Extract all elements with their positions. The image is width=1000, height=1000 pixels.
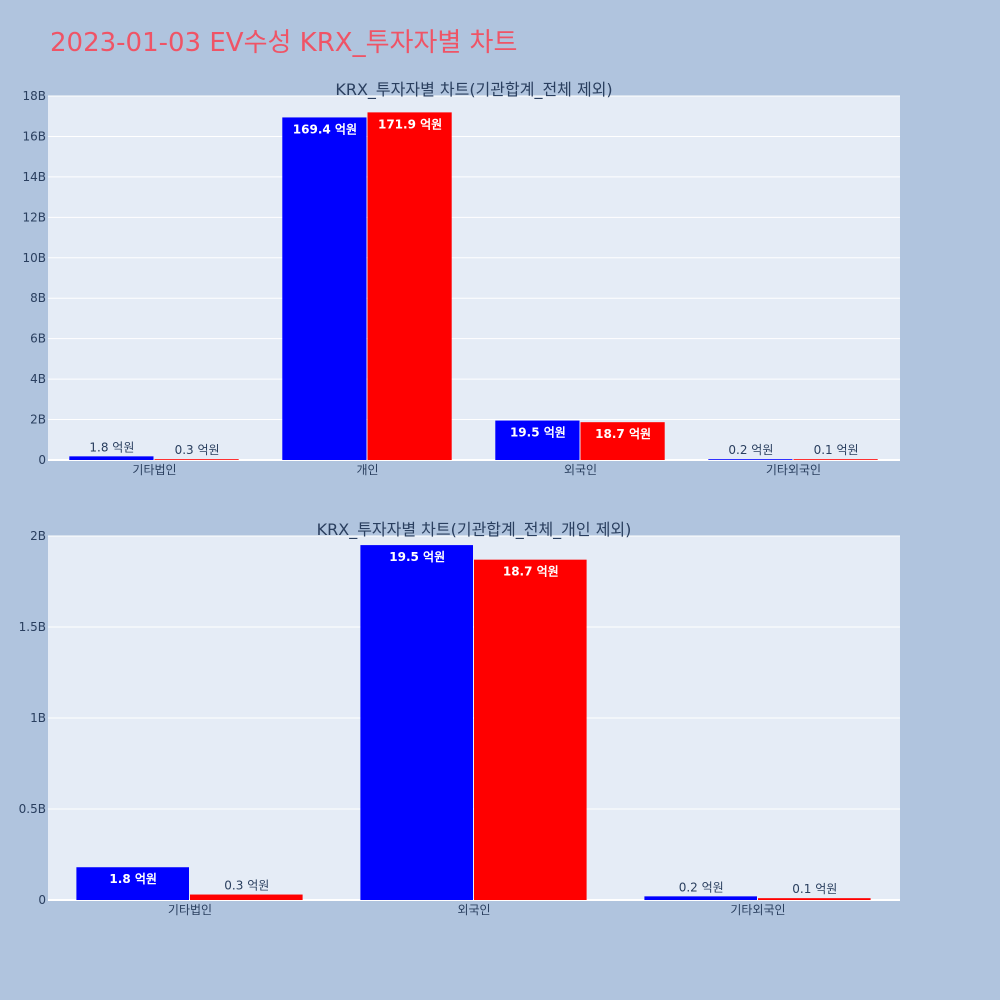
y-tick-label: 18B [22,89,46,103]
data-label: 171.9 억원 [378,117,442,131]
y-tick-label: 16B [22,129,46,143]
y-tick-label: 0 [38,893,46,907]
data-label: 1.8 억원 [109,872,157,886]
data-label: 0.3 억원 [224,879,269,893]
y-tick-label: 8B [30,291,46,305]
x-tick-label: 외국인 [457,903,490,917]
bar [282,117,367,461]
y-tick-label: 2B [30,529,46,543]
y-tick-label: 1.5B [19,620,46,634]
y-tick-label: 6B [30,332,46,346]
data-label: 0.1 억원 [814,443,859,457]
y-tick-label: 0.5B [19,802,46,816]
data-label: 0.1 억원 [792,882,837,896]
chart-title: KRX_투자자별 차트(기관합계_전체 제외) [335,80,612,100]
y-tick-label: 1B [30,711,46,725]
page-title: 2023-01-03 EV수성 KRX_투자자별 차트 [50,28,518,58]
data-label: 169.4 억원 [293,122,357,136]
chart-top: 0 2B 4B 6B 8B 10B 12B 14B 16B 18B KRX_투자자별 차트(기관합계… [22,80,900,477]
y-tick-label: 0 [38,453,46,467]
y-tick-label: 4B [30,372,46,386]
bar [76,867,189,900]
y-tick-label: 10B [22,251,46,265]
data-label: 19.5 억원 [510,426,566,440]
x-tick-label: 외국인 [564,463,597,477]
plot-area [48,96,900,460]
data-label: 19.5 억원 [389,550,445,564]
x-tick-label: 기타외국인 [730,903,785,917]
x-tick-label: 기타외국인 [766,463,821,477]
bar [495,420,580,460]
bar [69,456,154,460]
data-label: 18.7 억원 [503,565,559,579]
y-tick-label: 2B [30,413,46,427]
x-tick-label: 기타법인 [168,903,212,917]
bar [190,894,303,900]
bar [580,422,665,460]
bar [793,459,878,460]
bar [644,896,757,900]
y-tick-label: 14B [22,170,46,184]
data-label: 1.8 억원 [89,440,134,454]
data-label: 18.7 억원 [595,427,651,441]
x-tick-label: 개인 [356,463,378,477]
bar [367,112,452,460]
x-tick-label: 기타법인 [132,463,176,477]
data-label: 0.2 억원 [679,880,724,894]
bar [360,545,473,900]
y-tick-label: 12B [22,210,46,224]
bar [758,898,871,900]
bar [474,559,587,900]
data-label: 0.2 억원 [728,443,773,457]
data-label: 0.3 억원 [175,443,220,457]
chart-title: KRX_투자자별 차트(기관합계_전체_개인 제외) [317,520,632,540]
bar [708,459,793,460]
plot-area [48,536,900,900]
bar [154,459,239,460]
